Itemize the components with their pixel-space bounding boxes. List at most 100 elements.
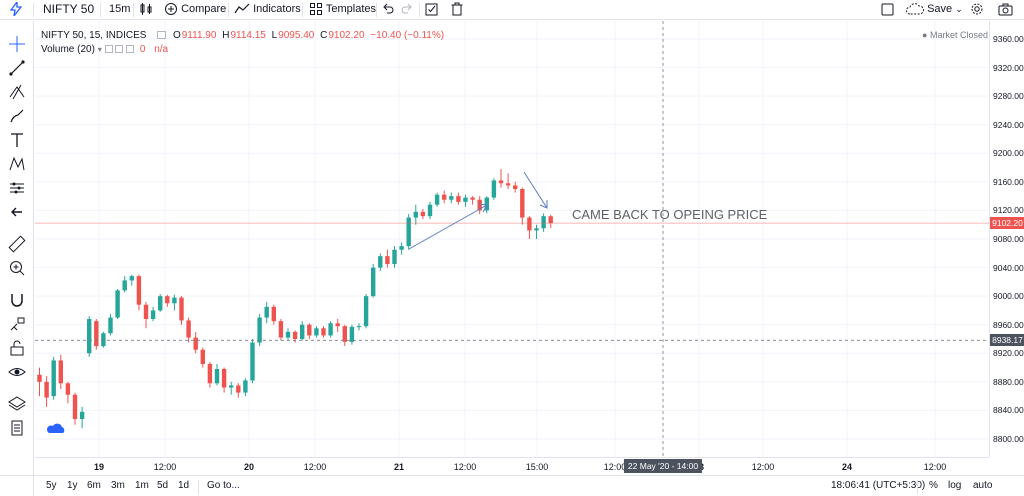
price-scale[interactable]: 8800.00 8840.00 8880.00 8920.00 8960.00 9000.… — [989, 21, 1024, 457]
volume-close-icon[interactable] — [126, 45, 135, 54]
time-scale[interactable]: 1912:002012:002112:0015:0012:002312:0024… — [35, 457, 989, 475]
chevron-down-icon[interactable]: ▾ — [97, 45, 102, 54]
fullscreen-icon[interactable] — [881, 0, 894, 20]
candle-body — [285, 331, 291, 338]
candle-body — [363, 296, 369, 327]
candle-body — [406, 217, 411, 247]
trend-line-icon[interactable] — [8, 59, 26, 77]
candle-body — [420, 211, 426, 217]
crosshair-time-badge: 22 May '20 - 14:00 — [623, 459, 703, 473]
price-tick-label: 8880.00 — [993, 376, 1024, 387]
chevron-down-icon: ⌄ — [955, 4, 963, 14]
legend-title[interactable]: NIFTY 50, 15, INDICES — [41, 30, 147, 41]
candle-body — [456, 196, 461, 202]
range-3m-button[interactable]: 3m — [111, 480, 125, 491]
templates-button[interactable]: Templates — [309, 0, 376, 20]
time-tick-label: 12:00 — [303, 462, 327, 472]
time-tick-label: 12:00 — [153, 462, 177, 472]
settings-gear-icon[interactable] — [970, 0, 984, 20]
candle-body — [498, 180, 504, 184]
range-1d-button[interactable]: 1d — [178, 480, 190, 491]
lock-icon[interactable] — [8, 339, 26, 357]
candle-body — [165, 296, 170, 304]
auto-toggle[interactable]: auto — [973, 480, 993, 491]
candle-body — [214, 369, 220, 384]
range-1y-button[interactable]: 1y — [67, 480, 78, 491]
price-tick-label: 8800.00 — [993, 434, 1024, 444]
zoom-in-icon[interactable] — [8, 259, 26, 277]
price-tick-label: 9160.00 — [993, 176, 1024, 187]
candle-body — [484, 197, 489, 211]
trash-icon[interactable] — [451, 0, 463, 20]
candle-body — [221, 369, 227, 388]
candle-body — [101, 333, 106, 347]
candle-body — [150, 310, 156, 319]
drawing-toolbar — [0, 21, 34, 496]
candle-body — [520, 189, 525, 218]
percent-toggle[interactable]: % — [929, 480, 938, 491]
candle-body — [257, 317, 262, 343]
candle-body — [193, 337, 198, 350]
back-arrow-icon[interactable] — [8, 203, 26, 221]
range-1m-button[interactable]: 1m — [135, 480, 149, 491]
volume-eye-icon[interactable] — [104, 45, 113, 54]
save-label: Save — [927, 3, 953, 15]
range-6m-button[interactable]: 6m — [87, 480, 101, 491]
candle-body — [207, 364, 213, 384]
candle-style-icon[interactable] — [139, 0, 153, 20]
redo-icon[interactable] — [401, 0, 413, 20]
volume-settings-icon[interactable] — [115, 45, 124, 54]
candle-body — [129, 276, 134, 281]
magnet-icon[interactable] — [8, 291, 26, 309]
layers-icon[interactable] — [8, 395, 26, 413]
range-5y-button[interactable]: 5y — [46, 480, 57, 491]
symbol-search-button[interactable]: NIFTY 50 — [43, 2, 95, 16]
lock-drawings-icon[interactable] — [8, 315, 26, 333]
bottom-toolbar: 5y 1y 6m 3m 1m 5d 1d Go to... 18:06:41 (… — [0, 475, 1024, 496]
candle-body — [385, 256, 390, 264]
candle-body — [300, 324, 305, 339]
open-value: 9111.90 — [181, 30, 217, 41]
ruler-icon[interactable] — [8, 235, 26, 253]
clock-timezone[interactable]: 18:06:41 (UTC+5:30) — [831, 480, 926, 491]
indicators-button[interactable]: Indicators — [234, 0, 301, 20]
goto-date-button[interactable]: Go to... — [207, 480, 240, 491]
undo-icon[interactable] — [382, 0, 394, 20]
crosshair-price-badge: 8938.17 — [990, 334, 1024, 347]
top-toolbar: NIFTY 50 15m Compare Indicators Template… — [0, 0, 1024, 20]
eye-icon[interactable] — [8, 363, 26, 381]
checkbox-icon[interactable] — [425, 0, 438, 20]
candle-body — [94, 321, 99, 347]
candle-body — [37, 374, 42, 382]
legend-eye-icon[interactable] — [157, 31, 167, 40]
compare-button[interactable]: Compare — [164, 0, 226, 20]
candle-body — [108, 317, 113, 334]
pitchfork-icon[interactable] — [8, 83, 26, 101]
market-status-label: Market Closed — [929, 30, 988, 40]
price-chart[interactable]: CAME BACK TO OPEING PRICE — [35, 21, 989, 457]
candle-body — [335, 323, 340, 327]
prediction-icon[interactable] — [8, 179, 26, 197]
candle-body — [491, 180, 497, 198]
candle-body — [328, 323, 333, 336]
lightning-logo-icon[interactable] — [9, 0, 23, 20]
text-tool-icon[interactable] — [8, 131, 26, 149]
candle-body — [229, 385, 234, 388]
candle-body — [278, 321, 284, 338]
price-tick-label: 9120.00 — [993, 205, 1024, 216]
object-tree-icon[interactable] — [8, 419, 26, 437]
pattern-icon[interactable] — [8, 155, 26, 173]
range-5d-button[interactable]: 5d — [157, 480, 169, 491]
brush-icon[interactable] — [8, 107, 26, 125]
candle-body — [115, 290, 120, 318]
save-button[interactable]: Save ⌄ — [906, 0, 963, 20]
volume-label[interactable]: Volume (20) — [41, 44, 95, 55]
candle-body — [250, 342, 255, 381]
log-toggle[interactable]: log — [948, 480, 962, 491]
price-tick-label: 8960.00 — [993, 319, 1024, 330]
camera-icon[interactable] — [998, 0, 1013, 20]
annotation-text[interactable]: CAME BACK TO OPEING PRICE — [572, 207, 768, 222]
interval-button[interactable]: 15m — [109, 3, 131, 15]
crosshair-icon[interactable] — [8, 35, 26, 53]
low-label: L — [271, 30, 278, 41]
